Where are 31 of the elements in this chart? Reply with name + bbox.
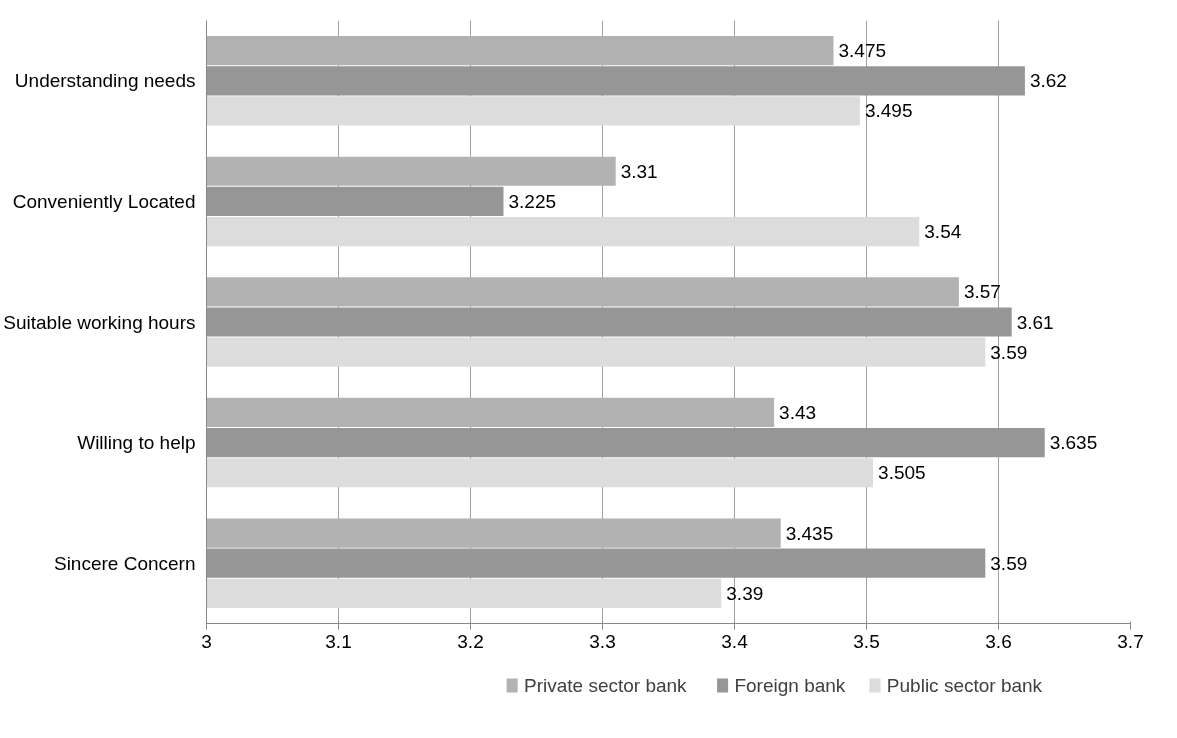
x-tick-label: 3.3 [589, 630, 616, 652]
data-label: 3.61 [1016, 311, 1054, 333]
x-tick-label: 3 [201, 630, 212, 652]
data-label: 3.505 [878, 462, 926, 484]
y-tick-label: Conveniently Located [12, 190, 196, 212]
data-label: 3.57 [963, 281, 1001, 303]
x-tick-label: 3.2 [457, 630, 484, 652]
x-tick-label: 3.6 [985, 630, 1012, 652]
y-tick-label: Willing to help [77, 432, 196, 454]
data-label: 3.495 [864, 100, 913, 122]
data-label: 3.59 [990, 552, 1028, 574]
x-tick-label: 3.1 [325, 630, 352, 652]
data-label: 3.43 [779, 401, 817, 423]
x-tick-label: 3.5 [853, 630, 880, 652]
legend-label: Foreign bank [734, 675, 846, 696]
legend-label: Private sector bank [523, 675, 688, 696]
data-label: 3.39 [726, 582, 764, 604]
y-tick-label: Suitable working hours [3, 311, 196, 333]
x-tick-label: 3.7 [1117, 630, 1144, 652]
data-label: 3.435 [785, 522, 834, 544]
x-tick-label: 3.4 [721, 630, 749, 652]
y-tick-label: Understanding needs [14, 70, 196, 92]
y-tick-label: Sincere Concern [53, 552, 196, 574]
data-label: 3.54 [924, 221, 962, 243]
data-label: 3.635 [1049, 432, 1098, 454]
data-label: 3.62 [1029, 70, 1067, 92]
data-label: 3.475 [838, 40, 887, 62]
legend-label: Public sector bank [886, 675, 1043, 696]
data-label: 3.59 [990, 341, 1028, 363]
data-label: 3.225 [508, 190, 557, 212]
data-label: 3.31 [620, 160, 658, 182]
